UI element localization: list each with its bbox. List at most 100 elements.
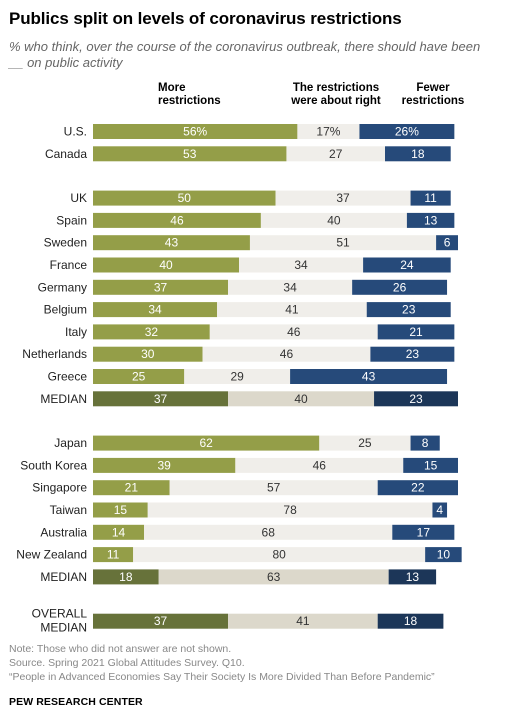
data-label-fewer: 24 xyxy=(400,258,414,272)
data-label-more: 37 xyxy=(154,392,168,406)
category-label: UK xyxy=(70,191,87,205)
bar-segment-more xyxy=(93,346,203,362)
category-label: Netherlands xyxy=(22,347,87,361)
data-label-more: 25 xyxy=(132,370,146,384)
data-label-more: 34 xyxy=(148,303,162,317)
bar-segment-right xyxy=(147,502,433,518)
data-label-fewer: 18 xyxy=(411,147,425,161)
bar-segment-more xyxy=(93,212,261,228)
bar-segment-more xyxy=(93,613,229,629)
data-label-more: 32 xyxy=(145,325,159,339)
bar-segment-more xyxy=(93,435,320,451)
category-label: Japan xyxy=(54,436,87,450)
bar-segment-right xyxy=(235,457,404,473)
data-label-more: 39 xyxy=(157,458,171,472)
data-label-fewer: 11 xyxy=(424,191,437,205)
data-label-right: 80 xyxy=(272,548,286,562)
bar-segment-right xyxy=(228,279,353,295)
data-label-right: 34 xyxy=(294,258,308,272)
bar-row-8: Italy 32 46 21 xyxy=(65,324,455,340)
data-label-more: 53 xyxy=(183,147,197,161)
bar-row-2: UK 50 37 11 xyxy=(70,190,451,206)
bar-segment-fewer xyxy=(385,146,451,162)
category-label: Greece xyxy=(48,370,88,384)
data-label-more: 62 xyxy=(199,436,213,450)
bar-segment-fewer xyxy=(359,124,455,139)
bar-segment-fewer xyxy=(374,391,458,407)
data-label-more: 37 xyxy=(154,614,168,628)
bar-segment-right xyxy=(239,257,364,273)
category-label: Italy xyxy=(65,325,87,339)
data-label-right: 29 xyxy=(230,370,244,384)
bar-segment-more xyxy=(93,369,185,384)
header-about-right: The restrictions were about right xyxy=(291,82,381,107)
data-label-right: 37 xyxy=(336,191,350,205)
bar-segment-more xyxy=(93,146,287,162)
bar-segment-more xyxy=(93,279,229,295)
bar-segment-fewer xyxy=(410,190,451,206)
category-label: New Zealand xyxy=(16,548,87,562)
bar-segment-fewer xyxy=(370,346,455,362)
bar-segment-right xyxy=(275,190,411,206)
data-label-more: 30 xyxy=(141,347,155,361)
data-label-more: 18 xyxy=(119,570,133,584)
category-label: OVERALL MEDIAN xyxy=(32,607,88,635)
data-label-right: 46 xyxy=(287,325,301,339)
category-label: Belgium xyxy=(44,303,87,317)
bar-segment-right xyxy=(217,302,367,318)
bar-segment-fewer xyxy=(377,480,458,496)
category-label: Spain xyxy=(56,213,87,227)
data-label-right: 34 xyxy=(283,280,297,294)
bar-segment-more xyxy=(93,302,218,318)
data-label-right: 40 xyxy=(294,392,308,406)
data-label-right: 68 xyxy=(262,525,276,539)
data-label-fewer: 15 xyxy=(424,458,438,472)
category-label: France xyxy=(50,258,88,272)
data-label-more: 21 xyxy=(125,481,139,495)
bar-segment-fewer xyxy=(403,457,458,473)
bar-segment-fewer xyxy=(410,435,440,451)
bar-segment-more xyxy=(93,502,148,518)
data-label-fewer: 22 xyxy=(411,481,425,495)
bar-row-17: New Zealand 11 80 10 xyxy=(16,547,462,563)
bar-row-19: OVERALL MEDIAN 37 41 18 xyxy=(32,607,444,635)
chart-title: Publics split on levels of coronavirus r… xyxy=(9,9,402,28)
bar-segment-fewer xyxy=(388,569,437,585)
data-label-fewer: 43 xyxy=(362,370,376,384)
bar-row-5: France 40 34 24 xyxy=(50,257,451,273)
bar-segment-more xyxy=(93,569,159,585)
data-label-fewer: 17 xyxy=(417,525,431,539)
bar-segment-more xyxy=(93,524,145,540)
bar-segment-more xyxy=(93,235,250,251)
bar-segment-fewer xyxy=(366,302,451,318)
category-label: Germany xyxy=(38,280,87,294)
data-label-right: 78 xyxy=(283,503,297,517)
bar-segment-right xyxy=(158,569,389,585)
bar-row-6: Germany 37 34 26 xyxy=(38,279,448,295)
header-fewer-restrictions: Fewer restrictions xyxy=(401,82,465,107)
category-label: MEDIAN xyxy=(40,392,87,406)
bar-row-3: Spain 46 40 13 xyxy=(56,212,455,228)
data-label-more: 50 xyxy=(178,191,192,205)
bar-row-12: Japan 62 25 8 xyxy=(54,435,440,451)
data-label-fewer: 8 xyxy=(422,436,429,450)
bar-row-16: Australia 14 68 17 xyxy=(40,524,455,540)
bar-segment-fewer xyxy=(290,369,448,384)
data-label-right: 51 xyxy=(336,236,350,250)
data-label-fewer: 13 xyxy=(406,570,420,584)
bar-row-0: U.S. 56% 17% 26% xyxy=(64,124,455,139)
bar-segment-fewer xyxy=(352,279,448,295)
category-label: Canada xyxy=(45,147,87,161)
category-label: Sweden xyxy=(44,236,87,250)
data-label-more: 11 xyxy=(107,548,120,562)
data-label-fewer: 26% xyxy=(395,125,419,139)
data-label-fewer: 26 xyxy=(393,280,407,294)
category-label: MEDIAN xyxy=(40,570,87,584)
data-label-right: 57 xyxy=(267,481,281,495)
bar-segment-fewer xyxy=(392,524,455,540)
data-label-more: 43 xyxy=(165,236,179,250)
category-label: Taiwan xyxy=(50,503,87,517)
data-label-more: 40 xyxy=(159,258,173,272)
bar-segment-fewer xyxy=(432,502,448,518)
